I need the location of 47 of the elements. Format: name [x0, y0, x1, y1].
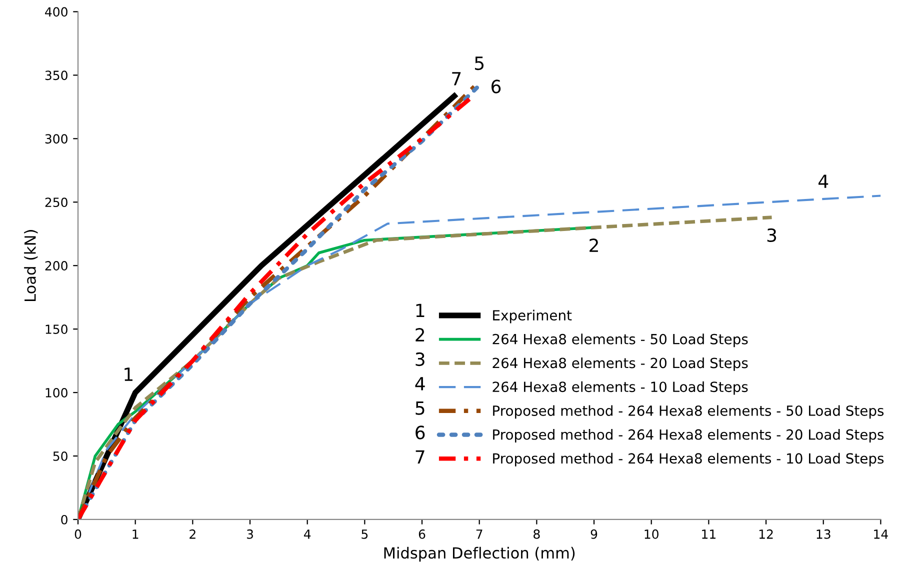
x-tick-label: 1 — [132, 530, 138, 539]
x-tick-label: 2 — [190, 529, 196, 539]
x-tick-label: 11 — [702, 530, 716, 539]
annotation: 7 — [452, 72, 461, 86]
legend-label: Experiment — [493, 310, 572, 324]
annotation: 7 — [416, 450, 424, 464]
legend-label: Proposed method - 264 Hexa8 elements - 50 Load Steps — [493, 405, 884, 419]
y-tick-label: 200 — [45, 261, 68, 271]
y-tick-label: 400 — [45, 7, 68, 17]
y-tick-label: 0 — [61, 514, 68, 524]
annotation: 6 — [416, 426, 425, 440]
x-tick-label: 8 — [534, 529, 540, 539]
annotation: 2 — [416, 328, 424, 342]
annotation: 5 — [416, 401, 424, 415]
x-tick-label: 6 — [418, 529, 426, 539]
x-tick-label: 0 — [74, 529, 82, 539]
x-tick-label: 9 — [590, 529, 598, 539]
y-tick-label: 250 — [45, 198, 68, 208]
y-axis-title: Load (kN) — [24, 230, 38, 301]
y-tick-label: 50 — [53, 451, 68, 461]
x-tick-label: 14 — [874, 530, 888, 539]
annotation: 3 — [767, 228, 776, 242]
x-tick-label: 4 — [304, 530, 311, 539]
legend-label: 264 Hexa8 elements - 10 Load Steps — [492, 381, 748, 395]
x-tick-label: 10 — [644, 529, 658, 539]
x-axis-title: Midspan Deflection (mm) — [384, 546, 575, 562]
x-tick-label: 5 — [362, 530, 368, 539]
annotation: 5 — [475, 56, 484, 70]
y-tick-label: 300 — [45, 134, 68, 144]
annotation: 1 — [416, 304, 424, 317]
x-tick-label: 3 — [246, 529, 253, 539]
y-tick-label: 350 — [45, 70, 68, 80]
y-tick-label: 150 — [46, 324, 68, 334]
y-tick-label: 100 — [46, 388, 68, 398]
annotation: 1 — [124, 368, 132, 381]
annotation: 6 — [492, 80, 501, 94]
legend-label: Proposed method - 264 Hexa8 elements - 20 Load Steps — [493, 429, 884, 442]
annotation: 4 — [818, 174, 828, 188]
legend-label: 264 Hexa8 elements - 50 Load Steps — [492, 334, 748, 348]
x-tick-label: 13 — [816, 529, 830, 539]
legend-label: Proposed method - 264 Hexa8 elements - 10 Load Steps — [493, 452, 884, 466]
annotation: 4 — [415, 377, 425, 390]
legend-label: 264 Hexa8 elements - 20 Load Steps — [492, 357, 748, 371]
annotation: 2 — [590, 238, 598, 252]
annotation: 3 — [416, 352, 424, 366]
x-tick-label: 12 — [759, 529, 773, 539]
x-tick-label: 7 — [476, 530, 482, 539]
